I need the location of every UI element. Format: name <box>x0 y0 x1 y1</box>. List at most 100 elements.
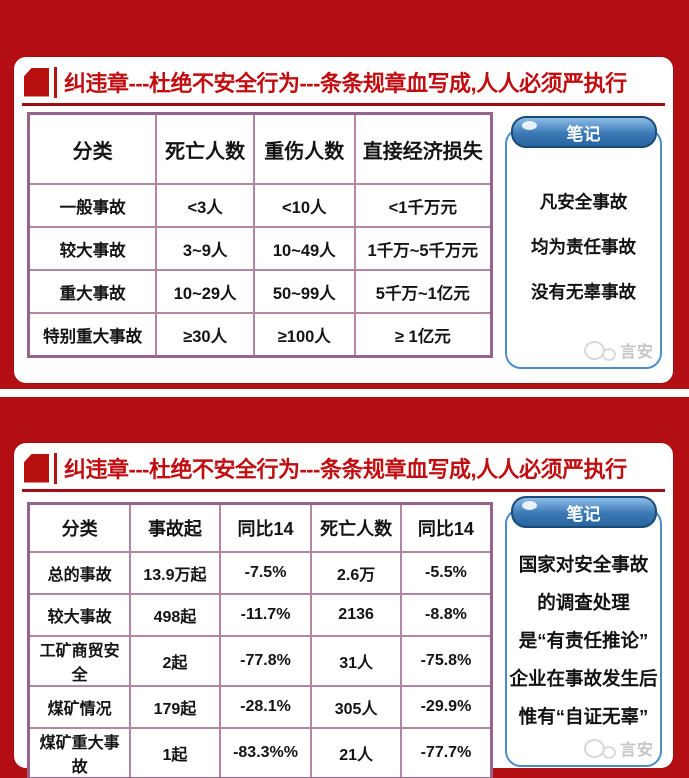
notes-lines-1: 凡安全事故均为责任事故 没有无辜事故 <box>507 130 660 315</box>
table-row: 重大事故 10~29人 50~99人 5千万~1亿元 <box>27 269 493 314</box>
table-cell: 煤矿情况 <box>27 685 132 729</box>
table-cell: 重大事故 <box>27 269 158 314</box>
table-cell: 特别重大事故 <box>27 312 158 358</box>
header-cell: 分类 <box>27 112 158 185</box>
slide-2-content: 分类 事故起 同比14 死亡人数 同比14 总的事故 13.9万起 -7.5% 2.6万 -5.5… <box>27 496 662 778</box>
table-cell: ≥ 1亿元 <box>353 312 493 358</box>
header-cell: 分类 <box>27 502 132 553</box>
table-cell: 一般事故 <box>27 183 158 228</box>
slide-1-title: 纠违章---杜绝不安全行为---条条规章血写成,人人必须严执行 <box>64 71 627 96</box>
header-cell: 事故起 <box>129 502 221 553</box>
note-line: 凡安全事故 <box>539 192 628 212</box>
table-cell: 1千万~5千万元 <box>353 226 493 271</box>
table-row: 一般事故 <3人 <10人 <1千万元 <box>27 183 493 228</box>
table-header-row: 分类 死亡人数 重伤人数 直接经济损失 <box>27 112 493 185</box>
title-divider-bar <box>54 66 57 98</box>
table-cell: -11.7% <box>218 593 313 637</box>
notes-pill-1: 笔记 <box>510 116 657 148</box>
note-line: 是“有责任推论” <box>518 630 649 651</box>
notes-lines-2: 国家对安全事故 的调查处理是“有责任推论” 企业在事故发生后 惟有“自证无辜” <box>507 510 660 736</box>
table-cell: 10~49人 <box>252 226 356 271</box>
table-cell: 2.6万 <box>310 551 402 595</box>
header-cell: 死亡人数 <box>310 502 402 553</box>
table-cell: -7.5% <box>218 551 313 595</box>
watermark-logo-icon-small <box>601 745 616 759</box>
table-cell: 工矿商贸安全 <box>27 635 132 687</box>
header-cell: 直接经济损失 <box>353 112 493 185</box>
watermark-2: 言安 <box>583 736 654 760</box>
table-cell: <10人 <box>252 183 356 228</box>
watermark-text: 言安 <box>619 344 654 361</box>
table-cell: -28.1% <box>218 685 313 729</box>
note-line: 的调查处理 <box>537 592 630 613</box>
table-cell: 煤矿重大事故 <box>27 727 132 778</box>
header-cell: 同比14 <box>218 502 313 553</box>
table-cell: 3~9人 <box>155 226 255 271</box>
slide-1: 纠违章---杜绝不安全行为---条条规章血写成,人人必须严执行 分类 死亡人数 重伤… <box>0 0 689 389</box>
table-cell: 1起 <box>129 727 221 778</box>
book-page-icon <box>24 453 49 483</box>
table-cell: <1千万元 <box>353 183 493 228</box>
title-underline <box>22 103 665 106</box>
table-cell: ≥30人 <box>155 312 255 358</box>
table-row: 较大事故 498起 -11.7% 2136 -8.8% <box>27 593 493 637</box>
slide-2: 纠违章---杜绝不安全行为---条条规章血写成,人人必须严执行 分类 事故起 同比1… <box>0 397 689 778</box>
table-cell: -83.3%% <box>218 727 313 778</box>
table-cell: -5.5% <box>399 551 493 595</box>
table-cell: -8.8% <box>399 593 493 637</box>
slide-2-panel: 纠违章---杜绝不安全行为---条条规章血写成,人人必须严执行 分类 事故起 同比1… <box>14 443 673 778</box>
slide-2-title-row: 纠违章---杜绝不安全行为---条条规章血写成,人人必须严执行 <box>24 451 665 485</box>
header-cell: 同比14 <box>399 502 493 553</box>
accident-grade-table: 分类 死亡人数 重伤人数 直接经济损失 一般事故 <3人 <10人 <1千万元 较大事故 3~9人… <box>27 112 493 358</box>
note-line: 均为责任事故 <box>531 237 636 257</box>
book-page-icon <box>24 67 49 97</box>
slide-1-content: 分类 死亡人数 重伤人数 直接经济损失 一般事故 <3人 <10人 <1千万元 较大事故 3~9人… <box>27 112 662 369</box>
table-cell: 5千万~1亿元 <box>353 269 493 314</box>
table-cell: 13.9万起 <box>129 551 221 595</box>
table-cell: -29.9% <box>399 685 493 729</box>
note-line: 没有无辜事故 <box>531 282 636 302</box>
table-cell: ≥100人 <box>252 312 356 358</box>
slide-2-title: 纠违章---杜绝不安全行为---条条规章血写成,人人必须严执行 <box>64 457 627 482</box>
table-cell: -75.8% <box>399 635 493 687</box>
table-cell: 2136 <box>310 593 402 637</box>
table-row: 特别重大事故 ≥30人 ≥100人 ≥ 1亿元 <box>27 312 493 358</box>
table-cell: <3人 <box>155 183 255 228</box>
table-row: 工矿商贸安全 2起 -77.8% 31人 -75.8% <box>27 635 493 687</box>
table-row: 总的事故 13.9万起 -7.5% 2.6万 -5.5% <box>27 551 493 595</box>
header-cell: 死亡人数 <box>155 112 255 185</box>
note-line: 国家对安全事故 <box>518 554 649 575</box>
table-cell: 179起 <box>129 685 221 729</box>
table-cell: 498起 <box>129 593 221 637</box>
watermark-logo-icon-small <box>601 347 616 361</box>
note-line: 企业在事故发生后 <box>509 668 658 689</box>
title-divider-bar <box>54 452 57 484</box>
table-cell: 305人 <box>310 685 402 729</box>
notes-pill-2: 笔记 <box>510 496 657 528</box>
slide-separator <box>0 389 689 397</box>
table-row: 煤矿情况 179起 -28.1% 305人 -29.9% <box>27 685 493 729</box>
table-row: 较大事故 3~9人 10~49人 1千万~5千万元 <box>27 226 493 271</box>
watermark-text: 言安 <box>619 742 654 759</box>
notes-box-2: 笔记 国家对安全事故 的调查处理 是“有责任推论” 企业在事故发生后 惟有“自证无辜” … <box>505 496 662 767</box>
slide-1-title-row: 纠违章---杜绝不安全行为---条条规章血写成,人人必须严执行 <box>24 65 665 99</box>
table-cell: -77.8% <box>218 635 313 687</box>
table-cell: 2起 <box>129 635 221 687</box>
title-underline <box>22 489 665 492</box>
header-cell: 重伤人数 <box>252 112 356 185</box>
table-cell: 31人 <box>310 635 402 687</box>
table-cell: 较大事故 <box>27 593 132 637</box>
accident-statistics-table: 分类 事故起 同比14 死亡人数 同比14 总的事故 13.9万起 -7.5% 2.6万 -5.5… <box>27 502 493 778</box>
notes-box-1: 笔记 凡安全事故均为责任事故 没有无辜事故 言安 <box>505 116 662 369</box>
slide-1-panel: 纠违章---杜绝不安全行为---条条规章血写成,人人必须严执行 分类 死亡人数 重伤… <box>14 57 673 383</box>
table-cell: 21人 <box>310 727 402 778</box>
table-cell: 10~29人 <box>155 269 255 314</box>
watermark-1: 言安 <box>583 338 654 362</box>
table-row: 煤矿重大事故 1起 -83.3%% 21人 -77.7% <box>27 727 493 778</box>
note-line: 惟有“自证无辜” <box>518 706 649 727</box>
table-cell: 总的事故 <box>27 551 132 595</box>
table-cell: -77.7% <box>399 727 493 778</box>
table-cell: 较大事故 <box>27 226 158 271</box>
table-header-row: 分类 事故起 同比14 死亡人数 同比14 <box>27 502 493 553</box>
